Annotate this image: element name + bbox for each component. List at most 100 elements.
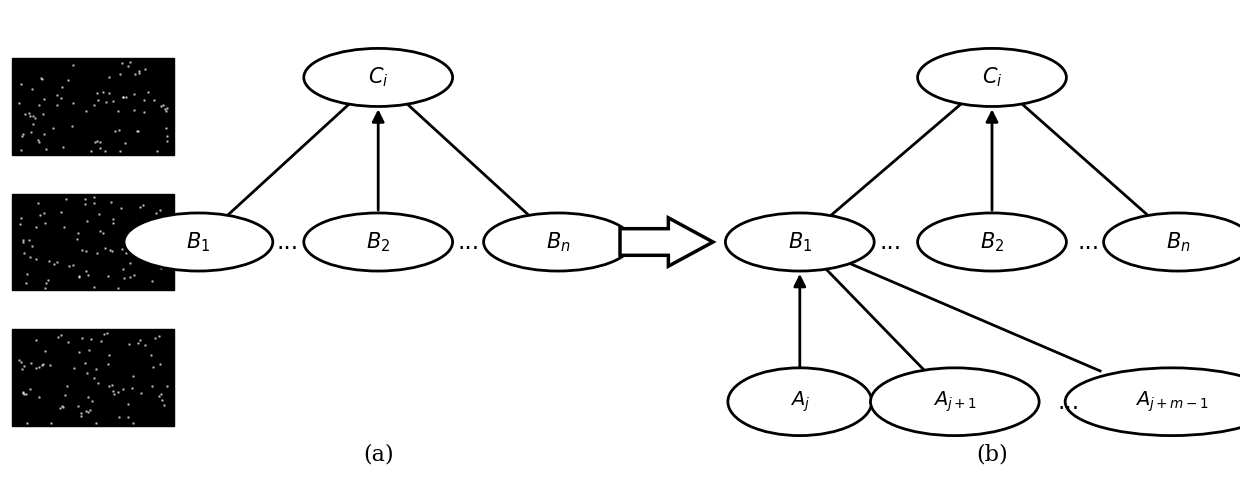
Point bbox=[129, 67, 149, 75]
Point bbox=[58, 76, 78, 84]
Point bbox=[98, 272, 118, 280]
Point bbox=[103, 215, 123, 223]
Point bbox=[97, 99, 117, 106]
Point bbox=[133, 242, 153, 249]
Point bbox=[117, 93, 136, 101]
Point bbox=[78, 393, 98, 401]
Point bbox=[47, 91, 67, 99]
Point bbox=[14, 388, 33, 396]
Point bbox=[47, 101, 67, 108]
Point bbox=[32, 361, 52, 368]
Text: $B_2$: $B_2$ bbox=[980, 230, 1004, 254]
Point bbox=[122, 242, 141, 250]
Point bbox=[14, 130, 33, 138]
Text: $B_n$: $B_n$ bbox=[546, 230, 570, 254]
Text: ...: ... bbox=[879, 230, 901, 254]
Point bbox=[12, 389, 32, 396]
Point bbox=[30, 212, 50, 219]
Point bbox=[156, 107, 176, 115]
Point bbox=[45, 260, 64, 268]
Point bbox=[144, 96, 164, 104]
Point bbox=[134, 108, 154, 116]
Point bbox=[87, 364, 107, 372]
Point bbox=[148, 147, 167, 154]
Point bbox=[93, 229, 113, 237]
Point bbox=[84, 199, 104, 207]
Point bbox=[81, 335, 100, 343]
Point bbox=[113, 245, 133, 253]
Point bbox=[119, 273, 139, 281]
Text: $B_1$: $B_1$ bbox=[787, 230, 812, 254]
Point bbox=[144, 258, 164, 266]
Point bbox=[76, 268, 95, 275]
Point bbox=[109, 413, 129, 421]
Point bbox=[35, 347, 55, 355]
Point bbox=[11, 358, 31, 366]
Point bbox=[16, 391, 36, 398]
Point bbox=[77, 370, 97, 378]
Point bbox=[103, 387, 123, 394]
Point bbox=[146, 209, 166, 217]
Text: $A_j$: $A_j$ bbox=[790, 390, 810, 414]
Point bbox=[22, 112, 42, 120]
Point bbox=[64, 364, 84, 372]
Point bbox=[141, 351, 161, 359]
Text: ...: ... bbox=[458, 230, 480, 254]
Point bbox=[84, 375, 104, 382]
Point bbox=[133, 230, 153, 238]
Point bbox=[20, 385, 40, 393]
Point bbox=[17, 419, 37, 426]
Point bbox=[113, 93, 133, 101]
Point bbox=[113, 385, 133, 393]
Point bbox=[114, 274, 134, 282]
Point bbox=[149, 392, 169, 400]
Point bbox=[26, 255, 46, 263]
Text: (a): (a) bbox=[363, 444, 393, 466]
Point bbox=[156, 383, 176, 391]
Point bbox=[120, 259, 140, 267]
Point bbox=[95, 244, 115, 252]
Point bbox=[154, 401, 174, 409]
Point bbox=[146, 259, 166, 267]
Point bbox=[93, 89, 113, 96]
Point bbox=[33, 110, 53, 118]
Text: (b): (b) bbox=[976, 444, 1008, 466]
Point bbox=[19, 237, 38, 244]
Point bbox=[29, 363, 48, 371]
Point bbox=[91, 144, 110, 152]
Point bbox=[33, 95, 53, 103]
Point bbox=[100, 246, 120, 254]
Point bbox=[87, 419, 107, 427]
Point bbox=[10, 99, 30, 106]
Point bbox=[31, 361, 51, 369]
Point bbox=[130, 204, 150, 212]
Point bbox=[52, 83, 72, 91]
Point bbox=[102, 381, 122, 389]
Point bbox=[9, 356, 29, 364]
Point bbox=[24, 121, 43, 128]
Point bbox=[113, 265, 133, 273]
Point bbox=[62, 122, 82, 130]
Point bbox=[58, 338, 78, 346]
Point bbox=[27, 136, 47, 144]
Text: $B_n$: $B_n$ bbox=[1166, 230, 1190, 254]
Point bbox=[157, 104, 177, 112]
Point bbox=[133, 201, 153, 209]
Point bbox=[69, 348, 89, 356]
Point bbox=[99, 382, 119, 390]
Point bbox=[63, 99, 83, 106]
Point bbox=[10, 221, 30, 228]
Point bbox=[149, 333, 169, 340]
Point bbox=[76, 195, 95, 203]
Point bbox=[126, 242, 146, 250]
Point bbox=[40, 361, 60, 368]
Point bbox=[84, 193, 104, 200]
Point bbox=[128, 127, 148, 135]
Point bbox=[110, 147, 130, 155]
Text: $C_i$: $C_i$ bbox=[368, 66, 388, 89]
Point bbox=[91, 337, 110, 345]
Circle shape bbox=[484, 213, 632, 271]
Point bbox=[108, 388, 128, 396]
Point bbox=[36, 145, 56, 153]
Point bbox=[68, 229, 88, 237]
